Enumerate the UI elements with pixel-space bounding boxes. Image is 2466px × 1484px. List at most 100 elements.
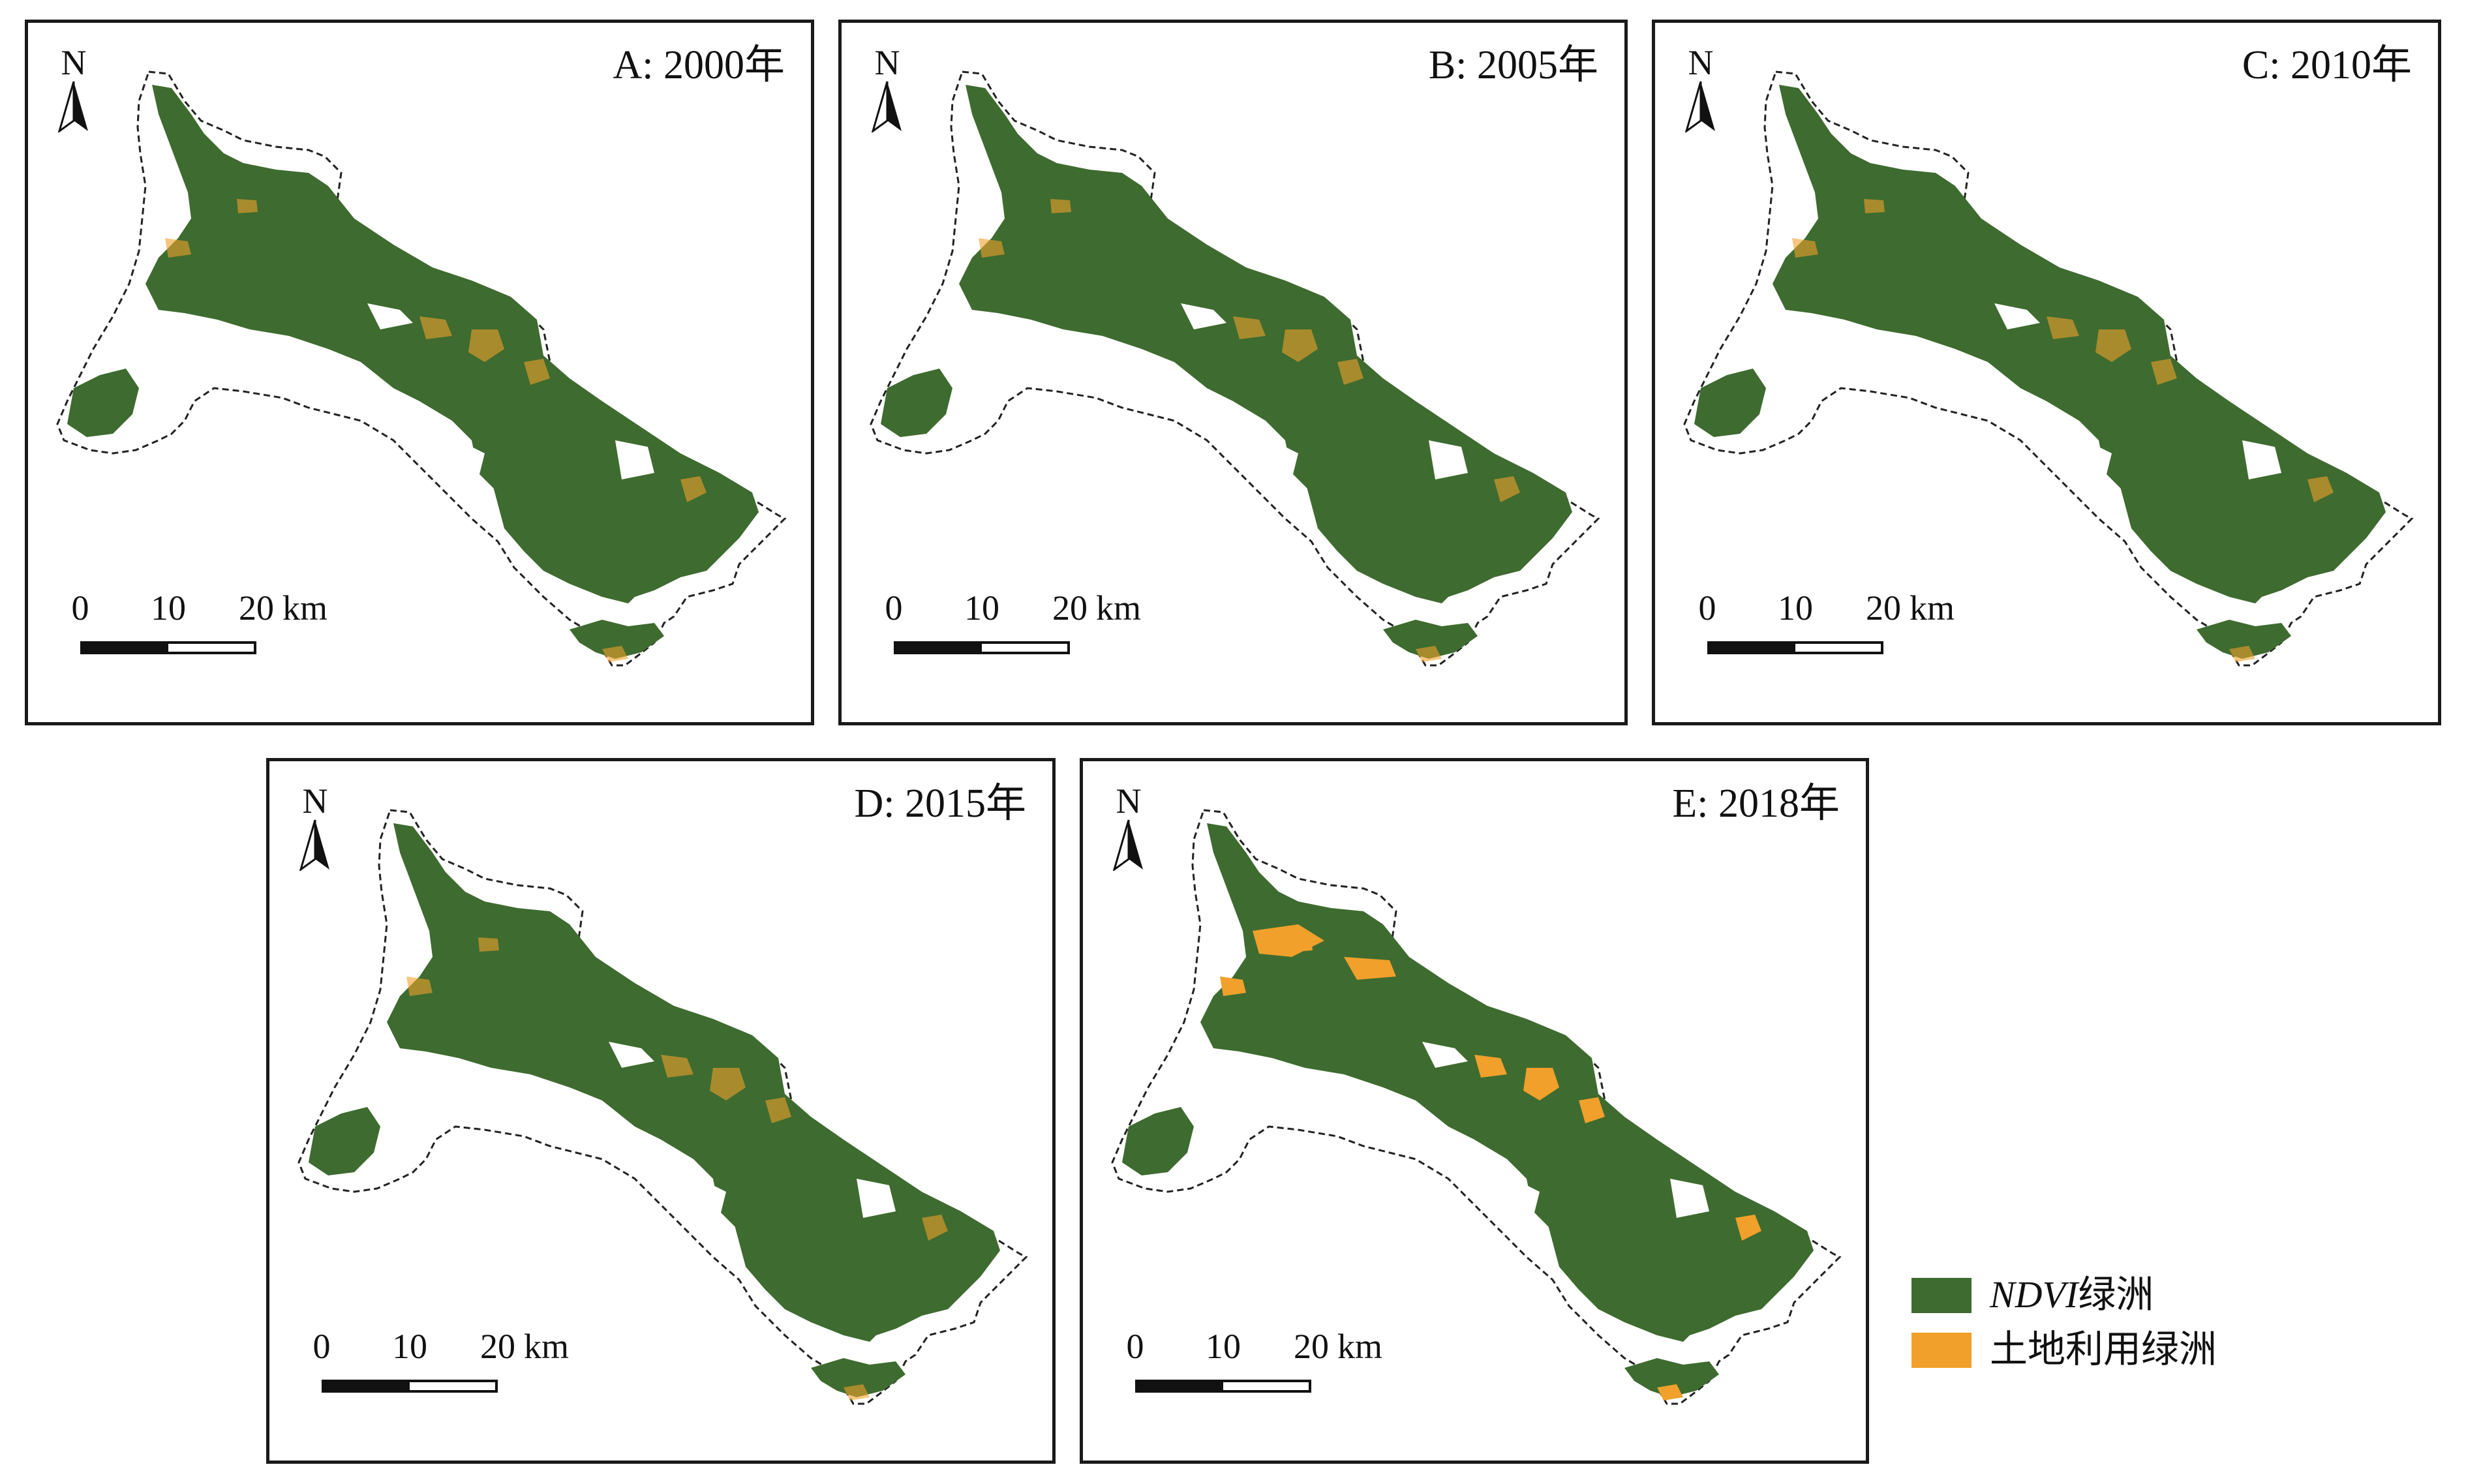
- non-oasis-gap: [1994, 303, 2040, 329]
- region-map-e: [1111, 809, 1842, 1405]
- landuse-oasis-area: [1657, 1384, 1683, 1401]
- north-arrow: N: [1681, 45, 1720, 132]
- legend-label-ndvi-rest: 绿洲: [2078, 1273, 2154, 1316]
- scale-unit: km: [524, 1327, 570, 1366]
- ndvi-oasis-area: [387, 823, 1000, 1335]
- scale-bar: 0 10 20 km: [1127, 1327, 1416, 1427]
- north-label: N: [1116, 781, 1142, 821]
- landuse-oasis-area: [1523, 1068, 1559, 1100]
- landuse-oasis-area: [661, 1055, 693, 1078]
- landuse-oasis-area: [468, 329, 504, 362]
- non-oasis-gap: [1207, 427, 1298, 479]
- north-label: N: [1688, 43, 1714, 82]
- landuse-oasis-area: [2095, 329, 2131, 362]
- landuse-oasis-area: [478, 937, 499, 952]
- landuse-oasis-area: [1792, 238, 1818, 258]
- scale-unit: km: [1337, 1327, 1383, 1366]
- scale-tick-0: 0: [1698, 588, 1716, 628]
- scale-bar-fill: [1710, 644, 1795, 652]
- landuse-oasis-area: [1344, 957, 1396, 980]
- panel-title: A: 2000年: [613, 43, 785, 87]
- north-arrow: N: [868, 45, 907, 132]
- legend-label-ndvi: NDVI绿洲: [1990, 1275, 2154, 1314]
- scale-tick-10: 10: [1778, 588, 1813, 628]
- ndvi-oasis-area: [491, 479, 693, 603]
- legend-label-landuse: 土地利用绿洲: [1990, 1328, 2217, 1370]
- panel-title: C: 2010年: [2242, 43, 2412, 87]
- north-arrow-icon: [299, 819, 329, 871]
- map-panel-b: N B: 2005年 0 10 20 km: [838, 20, 1628, 725]
- north-arrow-icon: [1112, 819, 1143, 871]
- landuse-oasis-area: [1735, 1215, 1761, 1241]
- ndvi-oasis-area: [959, 85, 1572, 597]
- scale-tick-20: 20: [1866, 588, 1901, 628]
- landuse-oasis-area: [680, 476, 707, 502]
- landuse-oasis-area: [1282, 329, 1318, 362]
- scale-tick-20: 20: [1052, 588, 1088, 628]
- non-oasis-gap: [1448, 1166, 1540, 1218]
- region-map-b: [870, 70, 1600, 667]
- ndvi-oasis-area: [309, 1107, 380, 1175]
- landuse-oasis-area: [765, 1097, 791, 1123]
- landuse-oasis-area: [1253, 924, 1324, 957]
- scale-unit: km: [282, 588, 328, 628]
- landuse-oasis-area: [1474, 1055, 1507, 1078]
- ndvi-oasis-area: [145, 85, 759, 597]
- landuse-oasis-area: [1220, 977, 1246, 996]
- landuse-oasis-area: [406, 977, 433, 996]
- landuse-oasis-area: [1494, 476, 1520, 502]
- landuse-oasis-area: [602, 646, 628, 662]
- ndvi-oasis-area: [1305, 479, 1507, 603]
- scale-bar: 0 10 20 km: [885, 588, 1174, 688]
- north-arrow-icon: [1684, 81, 1715, 132]
- non-oasis-gap: [2020, 427, 2112, 479]
- ndvi-oasis-area: [1383, 620, 1478, 659]
- non-oasis-gap: [367, 303, 413, 329]
- ndvi-oasis-area: [570, 620, 664, 659]
- landuse-oasis-area: [710, 1068, 746, 1100]
- north-arrow-icon: [871, 81, 902, 132]
- ndvi-oasis-area: [881, 369, 952, 437]
- scale-bar: 0 10 20 km: [313, 1327, 602, 1427]
- legend-item-landuse: 土地利用绿洲: [1911, 1330, 2251, 1369]
- scale-bar-graphic: [894, 641, 1070, 654]
- scale-bar-graphic: [1707, 641, 1883, 654]
- ndvi-oasis-area: [2118, 479, 2321, 603]
- panel-title: D: 2015年: [854, 781, 1026, 826]
- scale-tick-10: 10: [1206, 1327, 1241, 1366]
- region-map-d: [297, 809, 1028, 1405]
- landuse-oasis-area: [922, 1215, 948, 1241]
- landuse-oasis-area: [1864, 199, 1885, 213]
- north-label: N: [61, 43, 87, 82]
- scale-bar: 0 10 20 km: [72, 588, 361, 688]
- ndvi-oasis-area: [1122, 1107, 1194, 1175]
- ndvi-oasis-area: [67, 369, 139, 437]
- non-oasis-gap: [393, 427, 485, 479]
- scale-bar: 0 10 20 km: [1699, 588, 1988, 688]
- non-oasis-gap: [857, 1179, 896, 1218]
- panel-title: B: 2005年: [1428, 43, 1598, 87]
- non-oasis-gap: [615, 440, 654, 479]
- north-arrow: N: [296, 783, 335, 871]
- non-oasis-gap: [635, 1166, 726, 1218]
- scale-tick-0: 0: [71, 588, 89, 628]
- legend-item-ndvi: NDVI绿洲: [1911, 1275, 2251, 1314]
- map-panel-d: N D: 2015年 0 10 20 km: [266, 758, 1056, 1464]
- non-oasis-gap: [1670, 1179, 1709, 1218]
- north-label: N: [874, 43, 900, 82]
- scale-tick-20: 20: [480, 1327, 515, 1366]
- landuse-oasis-area: [844, 1384, 870, 1401]
- ndvi-oasis-area: [1773, 85, 2386, 597]
- ndvi-oasis-area: [811, 1358, 906, 1397]
- scale-tick-0: 0: [312, 1327, 331, 1366]
- non-oasis-gap: [1422, 1042, 1468, 1068]
- ndvi-oasis-area: [1546, 1218, 1748, 1342]
- landuse-oasis-area: [2307, 476, 2334, 502]
- scale-unit: km: [1910, 588, 1955, 628]
- scale-bar-fill: [1138, 1382, 1223, 1390]
- scale-bar-fill: [896, 644, 982, 652]
- north-label: N: [302, 781, 328, 821]
- landuse-oasis-area: [1233, 316, 1266, 339]
- landuse-oasis-area: [419, 316, 452, 339]
- ndvi-oasis-area: [1694, 369, 1766, 437]
